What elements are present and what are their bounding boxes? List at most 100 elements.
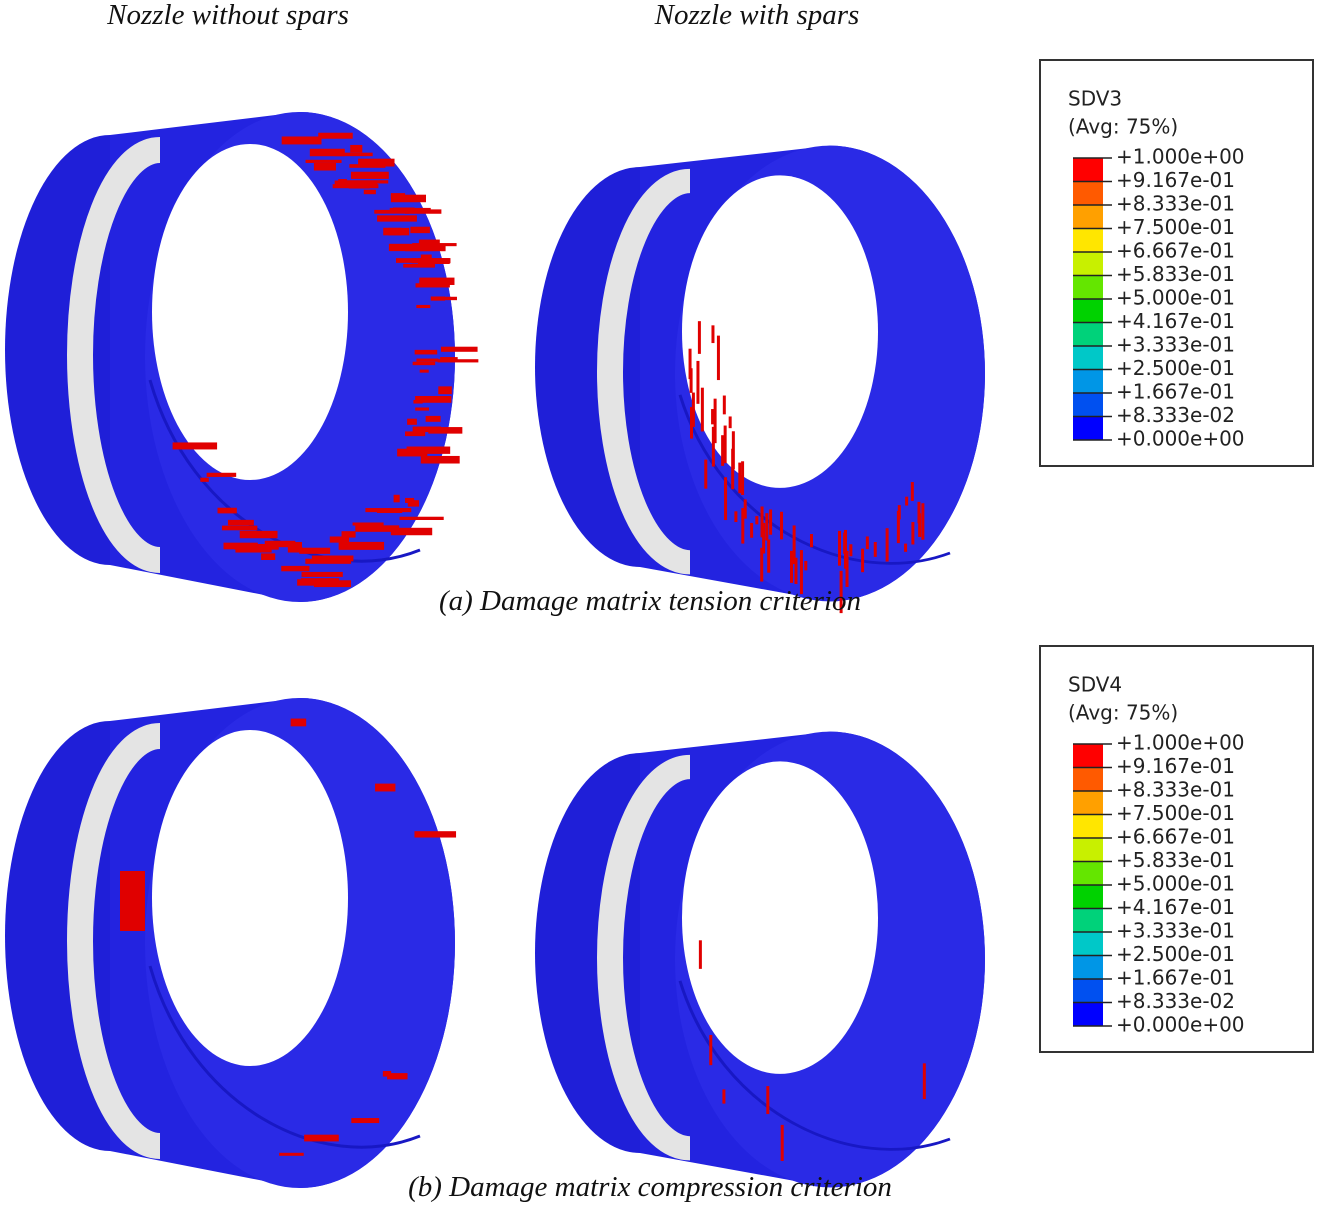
damage-mark bbox=[734, 511, 738, 523]
damage-mark bbox=[709, 1034, 713, 1066]
damage-mark bbox=[407, 418, 417, 425]
damage-mark bbox=[415, 283, 450, 288]
legend-label: +2.500e-01 bbox=[1116, 942, 1235, 966]
damage-mark bbox=[440, 357, 458, 362]
nozzle-without-spars bbox=[5, 112, 479, 602]
damage-mark bbox=[738, 462, 742, 494]
damage-mark bbox=[849, 544, 853, 557]
damage-mark bbox=[428, 427, 463, 434]
damage-mark bbox=[904, 543, 908, 552]
damage-mark bbox=[217, 507, 237, 514]
legend-swatch bbox=[1073, 861, 1103, 885]
legend-label: +5.000e-01 bbox=[1116, 286, 1235, 310]
damage-mark bbox=[755, 516, 759, 525]
damage-mark bbox=[392, 207, 415, 213]
damage-mark bbox=[264, 540, 296, 547]
damage-mark bbox=[351, 1118, 380, 1124]
legend-swatch bbox=[1073, 767, 1103, 791]
damage-mark bbox=[767, 539, 771, 573]
damage-mark bbox=[305, 159, 342, 163]
legend-label: +2.500e-01 bbox=[1116, 356, 1235, 380]
damage-mark bbox=[290, 718, 307, 727]
legend-swatch bbox=[1073, 814, 1103, 838]
legend-label: +8.333e-02 bbox=[1116, 989, 1235, 1013]
damage-mark bbox=[419, 369, 429, 373]
legend-label: +1.000e+00 bbox=[1116, 731, 1245, 755]
damage-mark bbox=[412, 361, 436, 366]
damage-mark bbox=[313, 162, 336, 171]
damage-mark bbox=[704, 459, 708, 489]
damage-mark bbox=[731, 448, 735, 490]
damage-mark bbox=[437, 359, 479, 363]
damage-mark bbox=[305, 558, 352, 564]
legend-label: +4.167e-01 bbox=[1116, 309, 1235, 333]
legend-swatch bbox=[1073, 908, 1103, 932]
damage-mark bbox=[760, 506, 764, 538]
legend-label: +0.000e+00 bbox=[1116, 427, 1245, 451]
legend-subtitle: (Avg: 75%) bbox=[1068, 115, 1178, 139]
legend-title: SDV4 bbox=[1068, 673, 1122, 697]
damage-mark bbox=[200, 477, 209, 482]
legend-label: +7.500e-01 bbox=[1116, 801, 1235, 825]
damage-mark bbox=[412, 243, 457, 247]
legend-label: +0.000e+00 bbox=[1116, 1013, 1245, 1037]
damage-mark bbox=[410, 226, 430, 234]
damage-mark bbox=[281, 136, 322, 145]
legend-swatch bbox=[1073, 369, 1103, 393]
damage-mark bbox=[910, 482, 914, 501]
damage-mark bbox=[722, 395, 726, 415]
damage-mark bbox=[711, 325, 715, 344]
legend-swatch bbox=[1073, 791, 1103, 815]
damage-mark bbox=[918, 513, 922, 537]
damage-mark bbox=[721, 435, 725, 466]
damage-mark bbox=[350, 144, 363, 153]
damage-mark bbox=[376, 508, 403, 513]
damage-mark bbox=[350, 171, 389, 179]
damage-mark bbox=[741, 461, 745, 495]
damage-mark bbox=[301, 571, 343, 577]
damage-mark bbox=[873, 542, 877, 557]
legend-subtitle: (Avg: 75%) bbox=[1068, 701, 1178, 725]
legend-swatch bbox=[1073, 885, 1103, 909]
legend-label: +3.333e-01 bbox=[1116, 919, 1235, 943]
legend-label: +7.500e-01 bbox=[1116, 215, 1235, 239]
damage-mark bbox=[395, 258, 417, 263]
column-title: Nozzle with spars bbox=[654, 0, 860, 31]
damage-mark bbox=[363, 189, 376, 195]
damage-mark bbox=[309, 148, 345, 157]
damage-mark bbox=[261, 553, 276, 560]
legend-title: SDV3 bbox=[1068, 87, 1122, 111]
damage-mark bbox=[845, 550, 849, 587]
damage-mark bbox=[338, 179, 347, 186]
legend-swatch bbox=[1073, 979, 1103, 1003]
damage-mark bbox=[415, 407, 430, 411]
damage-mark bbox=[711, 426, 715, 467]
damage-mark bbox=[698, 940, 702, 969]
legend-swatch bbox=[1073, 932, 1103, 956]
damage-mark bbox=[172, 442, 218, 450]
damage-mark bbox=[332, 184, 379, 189]
damage-mark bbox=[340, 557, 352, 561]
damage-mark bbox=[809, 534, 813, 548]
damage-mark bbox=[689, 368, 693, 393]
legend-swatch bbox=[1073, 393, 1103, 417]
legend-swatch bbox=[1073, 181, 1103, 205]
damage-mark bbox=[438, 386, 452, 395]
damage-mark bbox=[338, 541, 385, 550]
damage-mark bbox=[690, 407, 694, 439]
damage-mark bbox=[406, 446, 451, 454]
damage-mark bbox=[412, 426, 442, 433]
legend-swatch bbox=[1073, 228, 1103, 252]
legend-label: +8.333e-01 bbox=[1116, 778, 1235, 802]
damage-mark bbox=[741, 508, 745, 544]
legend-label: +9.167e-01 bbox=[1116, 168, 1235, 192]
damage-mark bbox=[382, 1071, 392, 1077]
legend-swatch bbox=[1073, 275, 1103, 299]
damage-mark bbox=[358, 158, 395, 167]
damage-mark bbox=[332, 559, 346, 563]
legend-label: +5.833e-01 bbox=[1116, 262, 1235, 286]
column-title: Nozzle without spars bbox=[106, 0, 349, 31]
damage-mark bbox=[722, 1089, 726, 1104]
damage-mark bbox=[227, 519, 254, 526]
damage-mark bbox=[239, 530, 278, 539]
